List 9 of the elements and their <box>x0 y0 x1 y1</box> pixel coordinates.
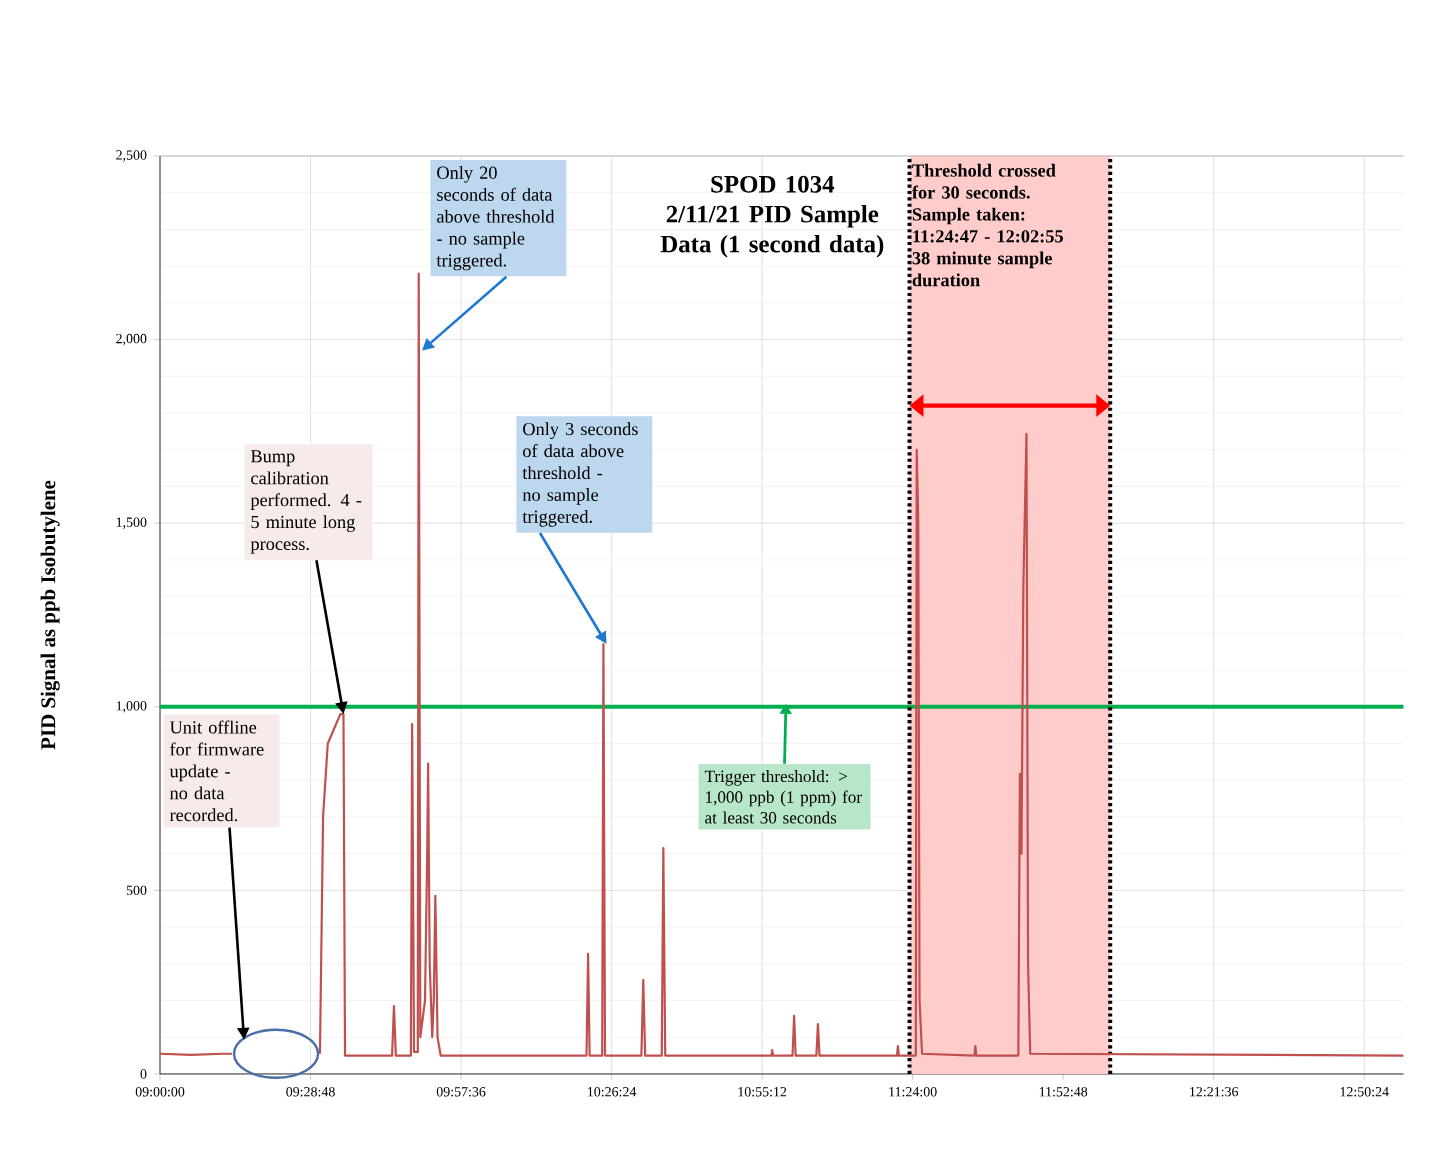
ref-line-label: Trigger threshold: > 1,000 ppb (1 ppm) for at least 30 seconds <box>704 770 862 824</box>
annotation: Only 20 seconds of data above threshold - no sample triggered. <box>436 166 555 271</box>
band-label: Threshold crossed for 30 seconds. Sample taken: 11:24:47 - 12:02:55 38 minute sample duration <box>912 163 1063 287</box>
annotation: Unit offline for firmware update - no data recorded. <box>169 720 264 822</box>
y-axis-title: PID Signal as ppb Isobutylene <box>40 480 60 750</box>
text: 2/11/21 PID Sample Data (1 second data) <box>660 205 884 258</box>
annotation: Only 3 seconds of data above threshold - no sample triggered. <box>522 422 638 527</box>
annotation: Bump calibration performed. 4 - 5 minute long process. <box>250 450 362 554</box>
text: SPOD 1034 <box>711 175 835 193</box>
